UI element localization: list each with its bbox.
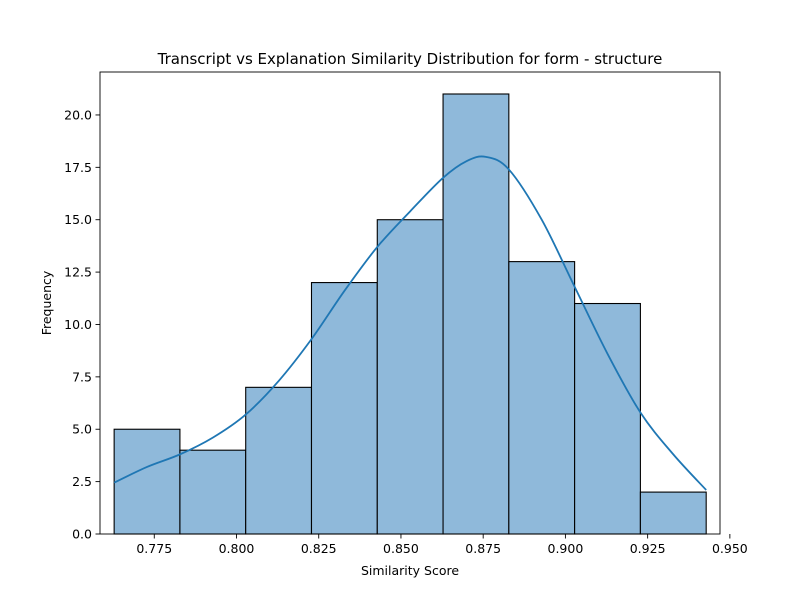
histogram-bar-4 (310, 282, 378, 535)
x-axis-label: Similarity Score (361, 563, 459, 578)
kde-curve (113, 155, 707, 491)
y-axis-label: Frequency (39, 270, 54, 335)
kde-group (113, 155, 707, 491)
y-tick-label: 12.5 (64, 265, 92, 280)
x-tick-label: 0.875 (465, 541, 501, 556)
y-tick-label: 5.0 (72, 422, 92, 437)
x-axis-ticks: 0.775 0.800 0.825 0.850 0.875 0.900 0.925 0.950 (136, 534, 748, 556)
bars-group (113, 93, 707, 535)
histogram-bar-7 (508, 261, 576, 535)
plot-frame (99, 71, 721, 535)
histogram-bar-2 (179, 449, 247, 535)
histogram-bar-3 (245, 386, 313, 535)
x-tick-label: 0.850 (383, 541, 419, 556)
x-tick-label: 0.900 (548, 541, 584, 556)
histogram-bar-8 (574, 302, 641, 535)
x-tick-label: 0.950 (712, 541, 748, 556)
y-tick-label: 7.5 (72, 369, 92, 384)
x-tick-label: 0.925 (630, 541, 666, 556)
histogram-bar-1 (113, 428, 181, 535)
y-tick-label: 10.0 (64, 317, 92, 332)
chart-title: Transcript vs Explanation Similarity Dis… (157, 50, 663, 68)
y-tick-label: 20.0 (64, 107, 92, 122)
x-tick-label: 0.775 (136, 541, 172, 556)
y-axis-ticks: 0.0 2.5 5.0 7.5 10.0 12.5 15.0 17.5 20.0 (64, 107, 100, 542)
histogram-bar-5 (376, 219, 444, 535)
y-tick-label: 17.5 (64, 160, 92, 175)
y-tick-label: 2.5 (72, 474, 92, 489)
y-tick-label: 0.0 (72, 527, 92, 542)
histogram-bar-9 (639, 491, 707, 535)
x-tick-label: 0.800 (219, 541, 255, 556)
y-tick-label: 15.0 (64, 212, 92, 227)
x-tick-label: 0.825 (301, 541, 337, 556)
